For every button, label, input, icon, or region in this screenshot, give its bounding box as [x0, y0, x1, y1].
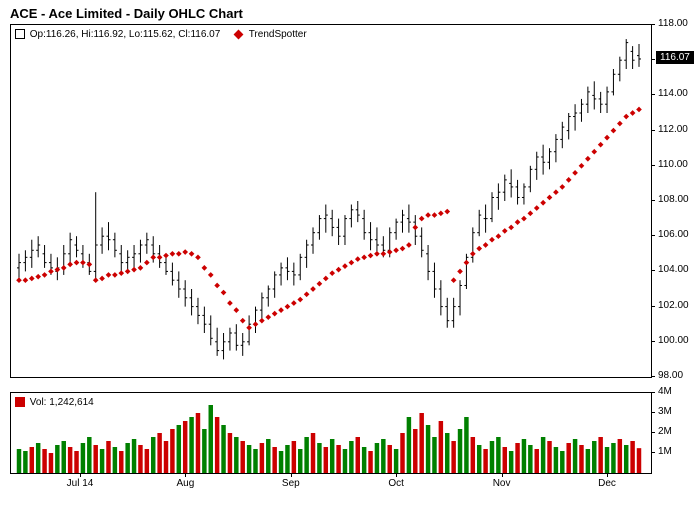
- price-tick-label: 100.00: [658, 335, 689, 346]
- volume-tick-label: 3M: [658, 406, 672, 417]
- price-tick: [651, 200, 655, 201]
- price-tick-label: 106.00: [658, 229, 689, 240]
- price-tick-label: 108.00: [658, 194, 689, 205]
- volume-legend-text: Vol: 1,242,614: [30, 397, 94, 408]
- trend-svg: [11, 25, 651, 377]
- volume-tick: [651, 412, 655, 413]
- volume-legend-item: Vol: 1,242,614: [15, 397, 94, 408]
- price-tick-label: 114.00: [658, 88, 688, 99]
- volume-marker-icon: [15, 397, 25, 407]
- volume-legend: Vol: 1,242,614: [15, 397, 106, 408]
- volume-tick: [651, 452, 655, 453]
- price-tick-label: 98.00: [658, 370, 683, 381]
- x-tick-label: Aug: [176, 478, 194, 489]
- x-tick: [291, 473, 292, 477]
- last-price-marker: 116.07: [656, 51, 694, 64]
- x-tick-label: Nov: [493, 478, 511, 489]
- volume-svg: [11, 393, 651, 473]
- volume-tick: [651, 392, 655, 393]
- trend-marker-icon: [234, 29, 244, 39]
- ohlc-marker-icon: [15, 29, 25, 39]
- trend-legend-text: TrendSpotter: [249, 29, 307, 40]
- ohlc-legend-text: Op:116.26, Hi:116.92, Lo:115.62, Cl:116.…: [30, 29, 221, 40]
- chart-container: ACE - Ace Limited - Daily OHLC Chart Op:…: [0, 0, 700, 512]
- x-tick: [502, 473, 503, 477]
- price-tick-label: 102.00: [658, 300, 689, 311]
- price-tick: [651, 270, 655, 271]
- x-tick-label: Sep: [282, 478, 300, 489]
- price-tick: [651, 59, 655, 60]
- volume-tick-label: 4M: [658, 386, 672, 397]
- price-tick-label: 118.00: [658, 18, 688, 29]
- volume-tick: [651, 432, 655, 433]
- chart-title: ACE - Ace Limited - Daily OHLC Chart: [10, 6, 243, 21]
- volume-tick-label: 2M: [658, 426, 672, 437]
- price-legend: Op:116.26, Hi:116.92, Lo:115.62, Cl:116.…: [15, 29, 319, 40]
- price-tick-label: 112.00: [658, 124, 688, 135]
- price-tick: [651, 94, 655, 95]
- x-tick-label: Jul 14: [67, 478, 94, 489]
- price-tick: [651, 235, 655, 236]
- x-tick-label: Oct: [388, 478, 404, 489]
- volume-panel: Vol: 1,242,614: [10, 392, 652, 474]
- x-tick-label: Dec: [598, 478, 616, 489]
- last-price-value: 116.07: [660, 52, 690, 63]
- x-tick: [80, 473, 81, 477]
- x-tick: [185, 473, 186, 477]
- price-tick-label: 104.00: [658, 264, 689, 275]
- price-tick: [651, 130, 655, 131]
- price-panel: Op:116.26, Hi:116.92, Lo:115.62, Cl:116.…: [10, 24, 652, 378]
- trend-legend-item: TrendSpotter: [235, 29, 307, 40]
- price-tick: [651, 306, 655, 307]
- price-tick: [651, 376, 655, 377]
- price-tick: [651, 165, 655, 166]
- price-tick: [651, 24, 655, 25]
- x-tick: [396, 473, 397, 477]
- price-tick-label: 110.00: [658, 159, 688, 170]
- price-tick: [651, 341, 655, 342]
- ohlc-legend-item: Op:116.26, Hi:116.92, Lo:115.62, Cl:116.…: [15, 29, 220, 40]
- volume-tick-label: 1M: [658, 446, 672, 457]
- x-tick: [607, 473, 608, 477]
